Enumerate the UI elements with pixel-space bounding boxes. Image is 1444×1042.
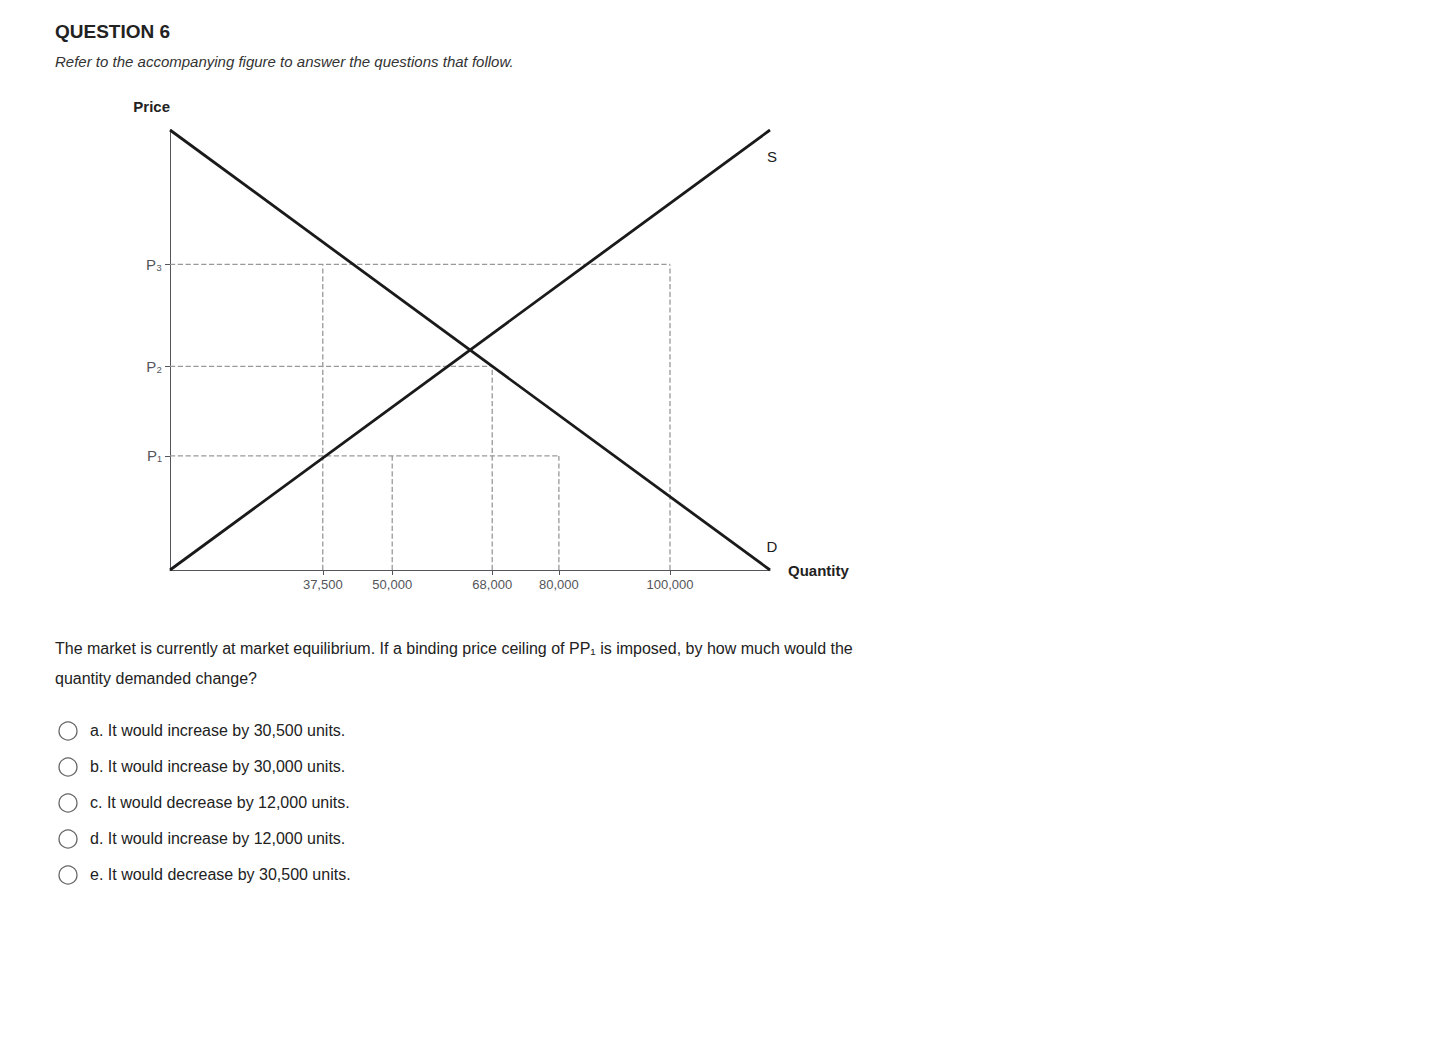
- svg-text:80,000: 80,000: [539, 577, 579, 592]
- svg-text:d. It would increase by 12,000: d. It would increase by 12,000 units.: [90, 830, 345, 847]
- svg-text:P₃: P₃: [146, 256, 162, 273]
- svg-text:S: S: [767, 148, 777, 165]
- svg-text:quantity demanded change?: quantity demanded change?: [55, 670, 257, 687]
- svg-text:68,000: 68,000: [472, 577, 512, 592]
- svg-text:37,500: 37,500: [303, 577, 343, 592]
- svg-text:c. It would decrease by 12,000: c. It would decrease by 12,000 units.: [90, 794, 350, 811]
- svg-text:100,000: 100,000: [647, 577, 694, 592]
- svg-text:P₁: P₁: [147, 447, 162, 464]
- svg-text:D: D: [767, 538, 778, 555]
- svg-text:P₂: P₂: [146, 358, 162, 375]
- svg-text:Quantity: Quantity: [788, 562, 849, 579]
- svg-text:The market is currently at mar: The market is currently at market equili…: [55, 640, 853, 657]
- svg-text:Price: Price: [133, 98, 170, 115]
- svg-text:Refer to the accompanying figu: Refer to the accompanying figure to answ…: [55, 53, 514, 70]
- svg-text:a. It would increase by 30,500: a. It would increase by 30,500 units.: [90, 722, 345, 739]
- svg-text:50,000: 50,000: [372, 577, 412, 592]
- svg-text:QUESTION 6: QUESTION 6: [55, 21, 170, 42]
- svg-text:b. It would increase by 30,000: b. It would increase by 30,000 units.: [90, 758, 345, 775]
- svg-text:e. It would decrease by 30,500: e. It would decrease by 30,500 units.: [90, 866, 351, 883]
